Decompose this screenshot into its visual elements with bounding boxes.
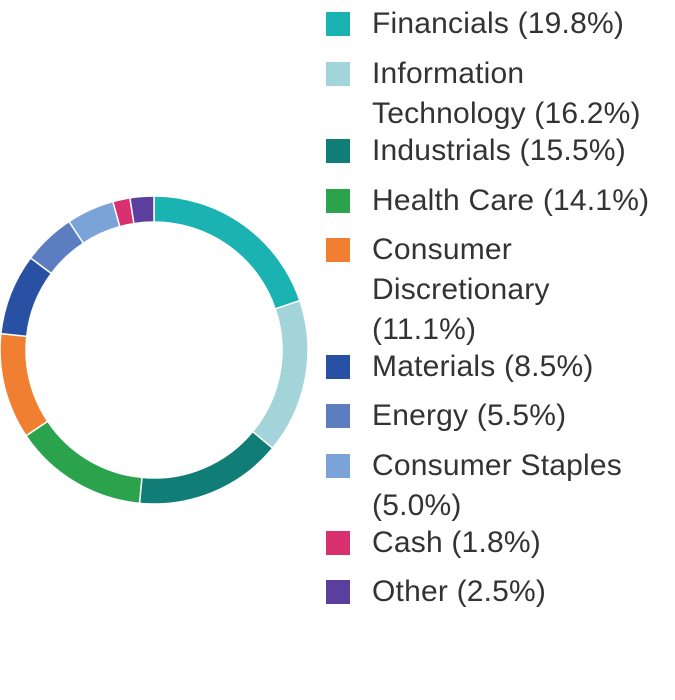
legend-label: Health Care (14.1%) [372, 184, 650, 217]
legend-label: Consumer Discretionary (11.1%) [372, 233, 550, 346]
donut-slice-other [129, 195, 155, 225]
legend-label: Industrials (15.5%) [372, 134, 626, 167]
legend-label: Energy (5.5%) [372, 399, 567, 432]
legend-swatch [326, 404, 350, 428]
legend-label: Other (2.5%) [372, 575, 547, 608]
donut-slice-information-technology [251, 299, 309, 450]
legend-label: Materials (8.5%) [372, 350, 594, 383]
legend-swatch [326, 580, 350, 604]
legend-swatch [326, 454, 350, 478]
donut-slice-financials [153, 195, 301, 310]
legend-swatch [326, 139, 350, 163]
donut-slice-industrials [138, 430, 274, 505]
donut-slice-materials [0, 256, 53, 338]
legend-swatch [326, 62, 350, 86]
legend-label: Consumer Staples (5.0%) [372, 449, 622, 522]
legend: Financials (19.8%) Information Technolog… [326, 0, 671, 700]
legend-swatch [326, 12, 350, 36]
legend-label: Financials (19.8%) [372, 7, 625, 40]
donut-slice-health-care [25, 420, 143, 505]
legend-label: Information Technology (16.2%) [372, 57, 641, 130]
donut-plot [0, 195, 309, 505]
legend-swatch [326, 189, 350, 213]
legend-swatch [326, 531, 350, 555]
legend-swatch [326, 238, 350, 262]
donut-slice-consumer-discretionary [0, 332, 49, 437]
legend-label: Cash (1.8%) [372, 526, 541, 559]
legend-swatch [326, 355, 350, 379]
